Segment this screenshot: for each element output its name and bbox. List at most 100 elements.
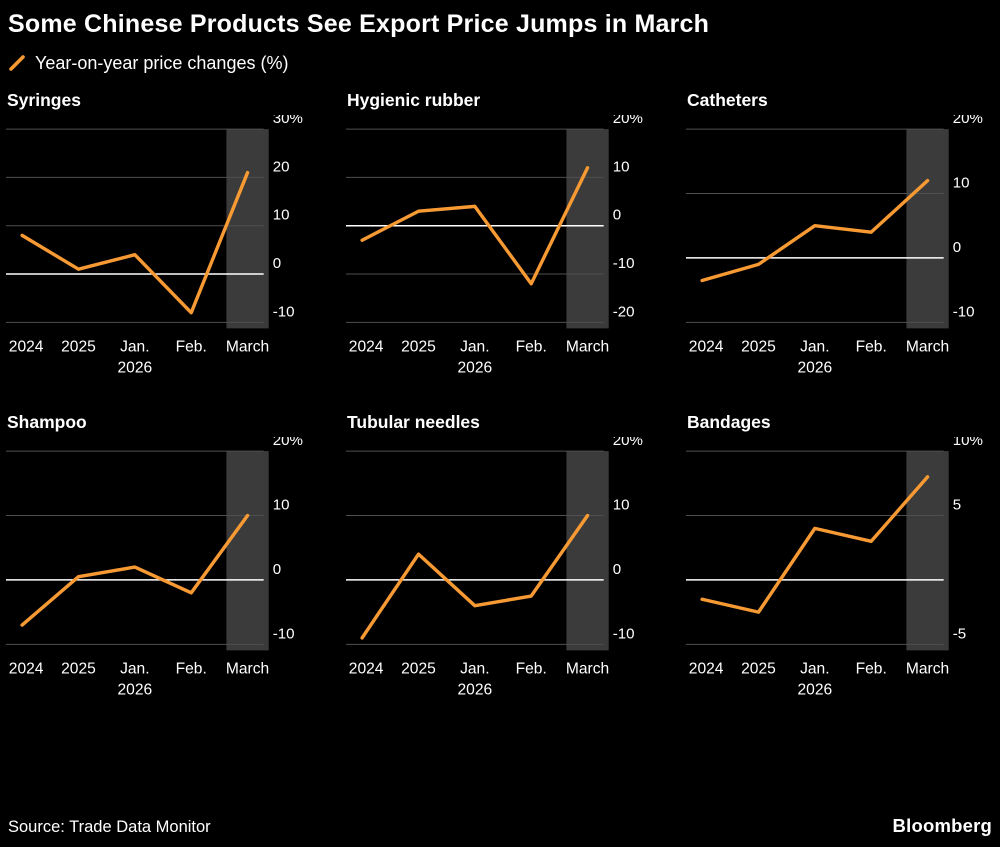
x-tick-label: 2025 [741, 338, 776, 355]
x-tick-label: March [566, 661, 609, 678]
series-line [700, 475, 930, 615]
y-tick-label: 10 [953, 174, 970, 191]
x-tick-label: 2025 [401, 661, 436, 678]
chart-plot: 20% 10 0 -10 -20 2024 2025 Jan. Feb. March 2026 [346, 115, 643, 376]
legend-label: Year-on-year price changes (%) [35, 52, 289, 73]
chart-title: Tubular needles [347, 412, 480, 433]
y-tick-label: 10 [273, 206, 290, 223]
x-tick-label: 2025 [741, 661, 776, 678]
y-tick-label: -20 [613, 303, 635, 320]
y-tick-label: 30% [273, 115, 303, 127]
legend: Year-on-year price changes (%) [8, 53, 994, 74]
chart-title: Shampoo [7, 412, 87, 433]
x-tick-sublabel: 2026 [117, 359, 152, 376]
x-tick-label: 2024 [9, 661, 44, 678]
y-tick-label: -10 [613, 255, 635, 272]
chart-plot: 10% 5 -5 2024 2025 Jan. Feb. March 2026 [686, 437, 983, 699]
chart-plot: 30% 20 10 0 -10 2024 2025 Jan. Feb. March 2026 [6, 115, 303, 376]
x-tick-label: Feb. [856, 661, 887, 678]
page-title: Some Chinese Products See Export Price J… [8, 10, 710, 38]
chart-hygienic-rubber: Hygienic rubber 20% 10 0 -10 -20 2024 2025 Jan.… [346, 90, 654, 383]
y-tick-label: 0 [613, 561, 621, 578]
y-tick-label: 0 [273, 255, 281, 272]
y-tick-label: -10 [273, 303, 295, 320]
series-line [360, 165, 590, 286]
chart-title: Syringes [7, 89, 81, 110]
highlight-band [226, 451, 269, 651]
x-tick-label: 2024 [9, 338, 44, 355]
series-line [20, 170, 250, 315]
y-tick-label: -5 [953, 626, 966, 643]
x-tick-label: 2024 [689, 338, 724, 355]
y-tick-label: 10% [953, 437, 983, 449]
chart-tubular-needles: Tubular needles 20% 10 0 -10 2024 2025 Jan. Feb… [346, 412, 654, 705]
y-tick-label: 0 [953, 239, 961, 256]
x-tick-label: Feb. [176, 338, 207, 355]
chart-plot: 20% 10 0 -10 2024 2025 Jan. Feb. March 2026 [686, 115, 983, 376]
x-tick-sublabel: 2026 [457, 359, 492, 376]
highlight-band [566, 451, 609, 651]
chart-plot: 20% 10 0 -10 2024 2025 Jan. Feb. March 2026 [346, 437, 643, 699]
chart-title: Catheters [687, 89, 768, 110]
bloomberg-logo: Bloomberg [892, 815, 992, 836]
y-tick-label: 20% [953, 115, 983, 127]
x-tick-label: Jan. [800, 338, 829, 355]
x-tick-label: 2024 [349, 661, 384, 678]
highlight-band [906, 451, 949, 651]
y-tick-label: 0 [613, 206, 621, 223]
y-tick-label: 20 [273, 158, 290, 175]
chart-title: Bandages [687, 412, 771, 433]
x-tick-sublabel: 2026 [457, 682, 492, 699]
source-note: Source: Trade Data Monitor [8, 818, 211, 836]
footer: Source: Trade Data Monitor Bloomberg [6, 815, 994, 837]
x-tick-label: Feb. [516, 661, 547, 678]
x-tick-label: Jan. [120, 661, 149, 678]
x-tick-sublabel: 2026 [797, 359, 832, 376]
x-tick-label: March [906, 661, 949, 678]
x-tick-label: March [906, 338, 949, 355]
x-tick-sublabel: 2026 [117, 682, 152, 699]
y-tick-label: 0 [273, 561, 281, 578]
x-tick-sublabel: 2026 [797, 682, 832, 699]
y-tick-label: -10 [613, 626, 635, 643]
y-tick-label: 10 [613, 497, 630, 514]
chart-plot: 20% 10 0 -10 2024 2025 Jan. Feb. March 2026 [6, 437, 303, 699]
x-tick-label: March [226, 338, 269, 355]
x-tick-label: March [226, 661, 269, 678]
x-tick-label: March [566, 338, 609, 355]
y-tick-label: 10 [273, 497, 290, 514]
series-line [700, 178, 930, 282]
x-tick-label: 2024 [689, 661, 724, 678]
y-tick-label: 5 [953, 497, 961, 514]
highlight-band [566, 128, 609, 329]
x-tick-label: Jan. [120, 338, 149, 355]
x-tick-label: Jan. [460, 661, 489, 678]
x-tick-label: Feb. [176, 661, 207, 678]
x-tick-label: 2024 [349, 338, 384, 355]
x-tick-label: Feb. [856, 338, 887, 355]
y-tick-label: 20% [613, 115, 643, 127]
chart-syringes: Syringes 30% 20 10 0 -10 2024 2025 Jan. Feb. Marc… [6, 90, 314, 383]
chart-catheters: Catheters 20% 10 0 -10 2024 2025 Jan. Feb. March… [686, 90, 994, 383]
chart-title: Hygienic rubber [347, 89, 481, 110]
series-line [20, 514, 250, 628]
highlight-band [226, 128, 269, 329]
y-tick-label: 20% [613, 437, 643, 449]
y-tick-label: 20% [273, 437, 303, 449]
y-tick-label: -10 [953, 303, 975, 320]
x-tick-label: 2025 [401, 338, 436, 355]
x-tick-label: Jan. [800, 661, 829, 678]
chart-shampoo: Shampoo 20% 10 0 -10 2024 2025 Jan. Feb. March 20… [6, 412, 314, 705]
x-tick-label: Feb. [516, 338, 547, 355]
x-tick-label: 2025 [61, 338, 96, 355]
charts-grid: Syringes 30% 20 10 0 -10 2024 2025 Jan. Feb. Marc… [6, 90, 994, 705]
chart-bandages: Bandages 10% 5 -5 2024 2025 Jan. Feb. March 2026 [686, 412, 994, 705]
y-tick-label: 10 [613, 158, 630, 175]
x-tick-label: 2025 [61, 661, 96, 678]
y-tick-label: -10 [273, 626, 295, 643]
series-line [360, 514, 590, 641]
highlight-band [906, 128, 949, 329]
x-tick-label: Jan. [460, 338, 489, 355]
legend-line-icon [8, 54, 26, 72]
